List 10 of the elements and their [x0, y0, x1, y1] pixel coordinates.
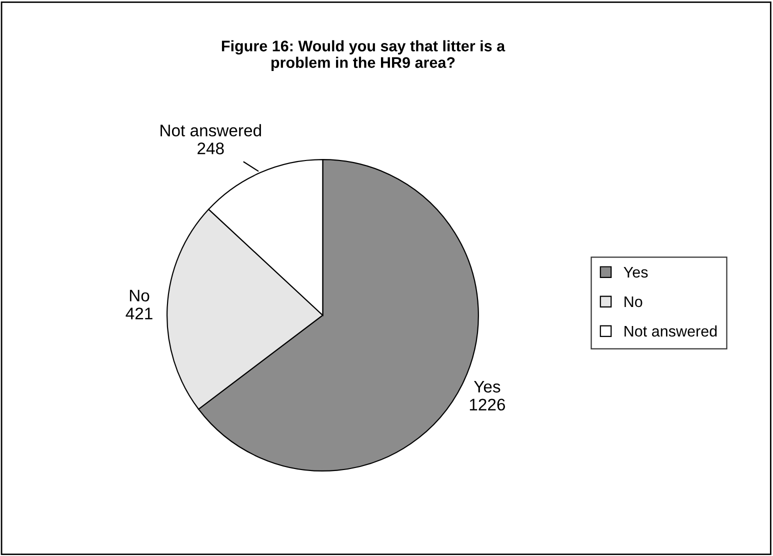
legend-label: No [624, 296, 642, 308]
slice-label: No [130, 290, 150, 302]
slice-label: Yes [474, 380, 500, 393]
data-label: 1226 [470, 398, 506, 411]
legend-label: Yes [624, 266, 648, 278]
legend-label: Not answered [624, 325, 717, 337]
chart-title: Figure 16: Would you say that litter is a problem in the HR9 area? [222, 40, 506, 71]
data-label: 421 [126, 308, 152, 320]
data-label: 248 [198, 142, 224, 154]
slice-label: Not answered [160, 124, 261, 136]
